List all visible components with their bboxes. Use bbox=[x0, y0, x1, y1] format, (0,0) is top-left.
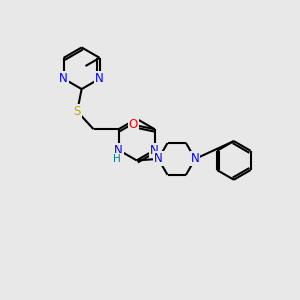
Text: O: O bbox=[129, 118, 138, 131]
Text: N: N bbox=[191, 152, 200, 165]
Text: S: S bbox=[74, 105, 81, 118]
Text: N: N bbox=[95, 72, 104, 85]
Text: N: N bbox=[114, 143, 123, 157]
Text: N: N bbox=[154, 152, 163, 165]
Text: N: N bbox=[59, 72, 68, 85]
Text: N: N bbox=[150, 143, 159, 157]
Text: H: H bbox=[113, 154, 121, 164]
